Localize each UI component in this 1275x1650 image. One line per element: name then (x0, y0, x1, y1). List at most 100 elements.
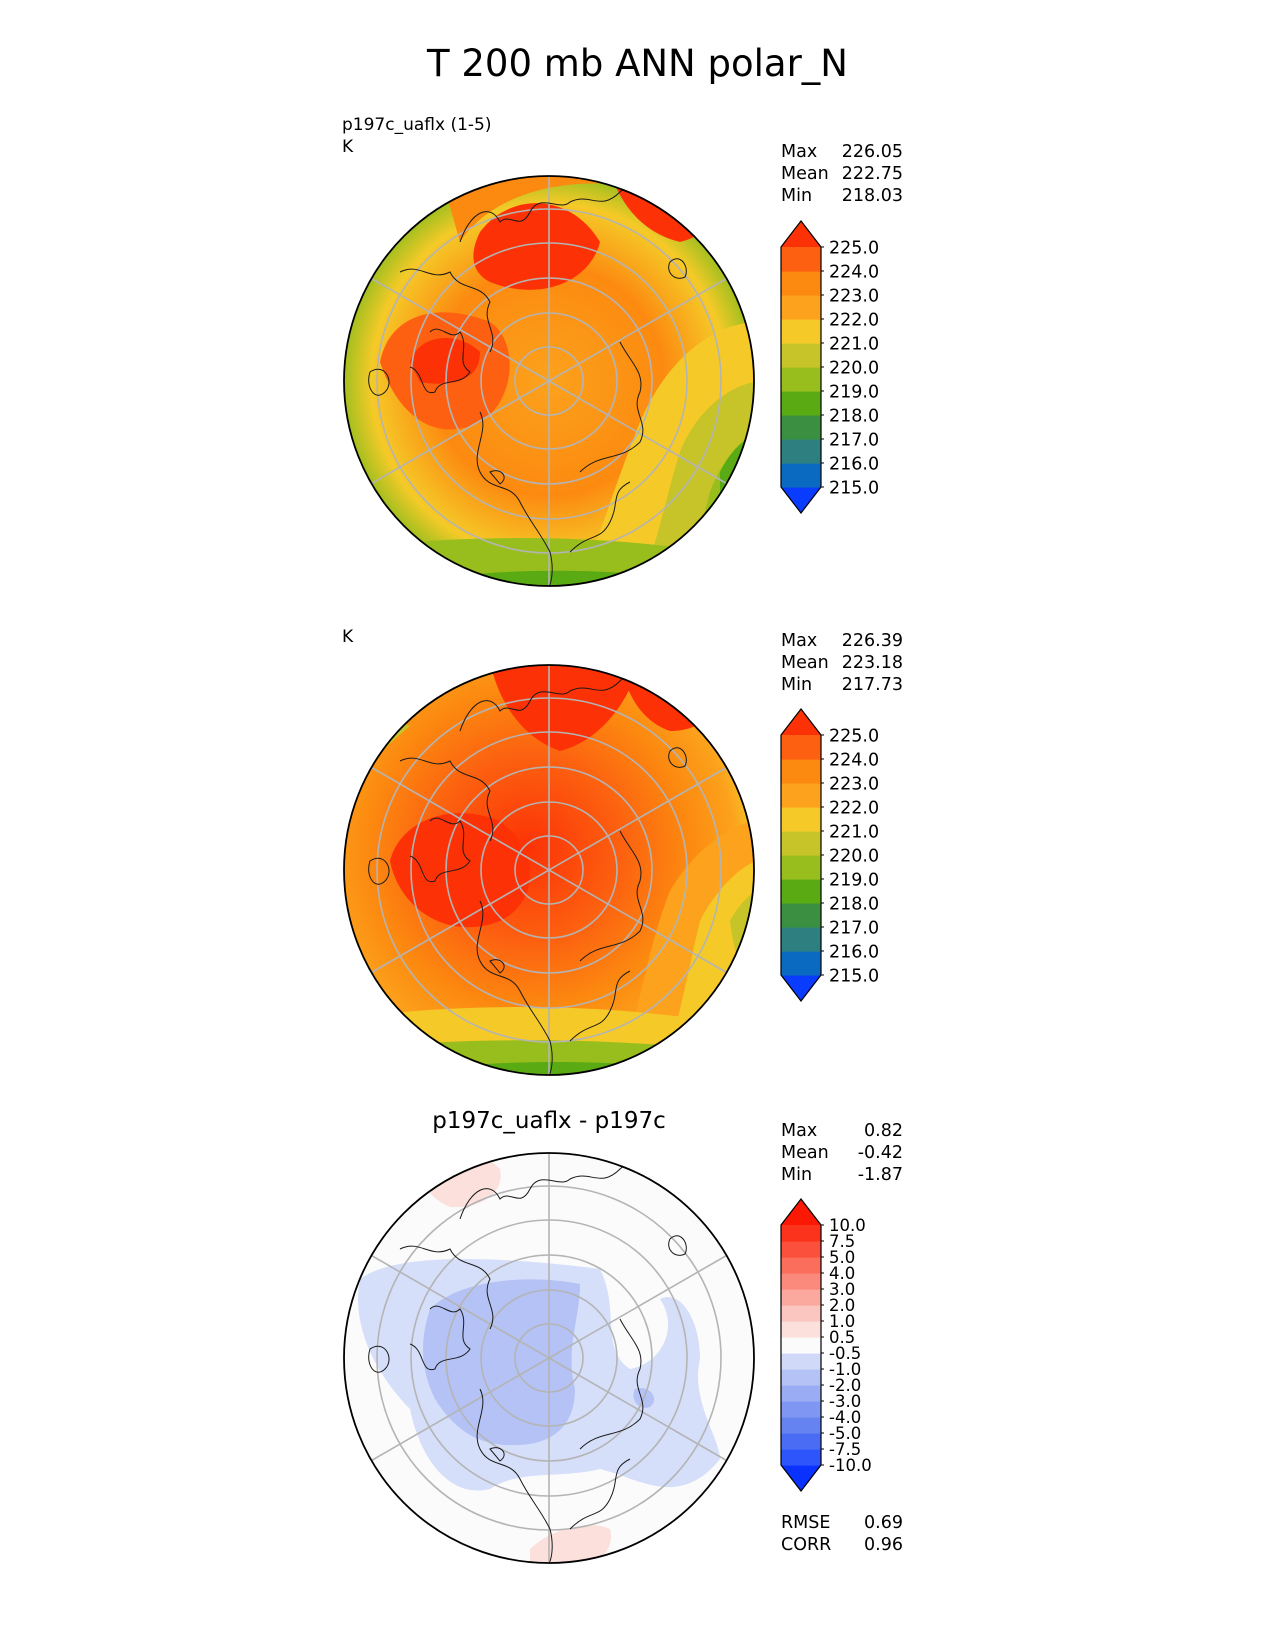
colorbar-tick-label: -10.0 (829, 1456, 872, 1475)
colorbar-segment (781, 247, 821, 272)
panel3-coastlines (368, 1158, 687, 1563)
colorbar-segment (781, 1305, 821, 1322)
panel1-max-region-3 (410, 338, 480, 384)
panel1-band-219-south (420, 570, 700, 586)
colorbar-tick-label: 220.0 (829, 846, 879, 866)
colorbar-tick-label: 0.5 (829, 1328, 855, 1347)
panel2-graticule (371, 665, 727, 1075)
colorbar-segment (781, 1353, 821, 1370)
colorbar-tick-label: 223.0 (829, 774, 879, 794)
colorbar-tick-label: 2.0 (829, 1296, 855, 1315)
colorbar-tick-label: 217.0 (829, 918, 879, 938)
panel2-stat-value: 217.73 (841, 675, 903, 695)
colorbar-tick-label: 221.0 (829, 334, 879, 354)
colorbar-segment (781, 271, 821, 296)
colorbar-tick-label: 215.0 (829, 478, 879, 498)
colorbar-segment (781, 439, 821, 464)
colorbar-segment (781, 343, 821, 368)
panel2-band-219-south (420, 1062, 700, 1075)
colorbar-extend-bottom (781, 975, 821, 1001)
panel1-polar-map (343, 175, 755, 587)
colorbar-segment (781, 1321, 821, 1338)
colorbar-tick-label: 216.0 (829, 454, 879, 474)
colorbar-tick-label: 5.0 (829, 1248, 855, 1267)
colorbar-tick-label: 224.0 (829, 262, 879, 282)
colorbar-segment (781, 1401, 821, 1418)
panel1-graticule (371, 176, 727, 586)
panel3-stats: Max 0.82 Mean -0.42 Min -1.87 (781, 1120, 903, 1186)
colorbar-tick-label: 221.0 (829, 822, 879, 842)
colorbar-tick-label: 218.0 (829, 894, 879, 914)
colorbar-segment (781, 1433, 821, 1450)
colorbar-extend-top (781, 221, 821, 247)
colorbar-tick-label: 223.0 (829, 286, 879, 306)
colorbar-segment (781, 735, 821, 760)
panel2-max-region-1 (490, 665, 640, 751)
colorbar-tick-label: 215.0 (829, 966, 879, 986)
colorbar-tick-label: 225.0 (829, 238, 879, 258)
colorbar-extend-bottom (781, 1465, 821, 1491)
colorbar-tick-label: 4.0 (829, 1264, 855, 1283)
panel3-metrics: RMSE 0.69 CORR 0.96 (781, 1512, 903, 1556)
panel3-stat-key: Min (781, 1165, 813, 1185)
colorbar-segment (781, 903, 821, 928)
colorbar-segment (781, 783, 821, 808)
colorbar-tick-label: 219.0 (829, 870, 879, 890)
panel2-stat-key: Mean (781, 653, 829, 673)
colorbar-segment (781, 1337, 821, 1354)
colorbar-segment (781, 1273, 821, 1290)
panel3-band-neg1 (423, 1279, 580, 1446)
panel3-stat-value: -1.87 (857, 1165, 903, 1185)
colorbar-tick-label: 10.0 (829, 1216, 866, 1235)
panel2-colorbar: 225.0 224.0 223.0 222.0 221.0 220.0 219.0 218.0… (780, 708, 879, 1002)
colorbar-segment (781, 1225, 821, 1242)
colorbar-segment (781, 759, 821, 784)
colorbar-extend-bottom (781, 487, 821, 513)
colorbar-tick-label: -4.0 (829, 1408, 861, 1427)
colorbar-tick-label: 222.0 (829, 310, 879, 330)
colorbar-segment (781, 1369, 821, 1386)
panel1-stat-key: Min (781, 186, 813, 206)
panel1-stat-value: 222.75 (841, 164, 903, 184)
panel1-colorbar: 225.0 224.0 223.0 222.0 221.0 220.0 219.0 218.0… (780, 220, 879, 514)
colorbar-tick-label: -7.5 (829, 1440, 861, 1459)
panel3-stat-key: Mean (781, 1143, 829, 1163)
panel2-polar-map (343, 664, 755, 1076)
colorbar-segment (781, 391, 821, 416)
colorbar-extend-top (781, 709, 821, 735)
colorbar-segment (781, 879, 821, 904)
panel3-colorbar: 10.07.55.04.03.02.01.00.5-0.5-1.0-2.0-3.… (780, 1198, 872, 1492)
colorbar-segment (781, 951, 821, 976)
panel1-max-region-1 (473, 203, 600, 290)
panel2-map-boundary (343, 664, 755, 1076)
panel2-stat-value: 226.39 (841, 631, 903, 651)
colorbar-tick-label: 216.0 (829, 942, 879, 962)
colorbar-segment (781, 319, 821, 344)
panel1-units-label: K (342, 137, 354, 157)
colorbar-tick-label: 1.0 (829, 1312, 855, 1331)
panel3-stat-key: Max (781, 1121, 818, 1141)
colorbar-extend-top (781, 1199, 821, 1225)
colorbar-segment (781, 1257, 821, 1274)
colorbar-segment (781, 463, 821, 488)
colorbar-tick-label: 224.0 (829, 750, 879, 770)
colorbar-segment (781, 415, 821, 440)
panel1-coastlines (368, 181, 687, 586)
panel3-title: p197c_uaflx - p197c (432, 1108, 666, 1134)
colorbar-segment (781, 831, 821, 856)
colorbar-tick-label: 225.0 (829, 726, 879, 746)
colorbar-segment (781, 295, 821, 320)
colorbar-tick-label: -3.0 (829, 1392, 861, 1411)
figure-title: T 200 mb ANN polar_N (427, 42, 848, 85)
colorbar-tick-label: 220.0 (829, 358, 879, 378)
panel3-band-pos05-south (530, 1525, 611, 1563)
panel1-name-label: p197c_uaflx (1-5) (342, 115, 492, 135)
colorbar-segment (781, 1241, 821, 1258)
colorbar-tick-label: 222.0 (829, 798, 879, 818)
panel3-metric-value: 0.69 (864, 1513, 903, 1533)
panel3-graticule (371, 1153, 727, 1563)
panel2-stats: Max 226.39 Mean 223.18 Min 217.73 (781, 630, 903, 696)
panel3-map-boundary (343, 1152, 755, 1564)
panel3-stat-value: 0.82 (864, 1121, 903, 1141)
panel1-stat-key: Mean (781, 164, 829, 184)
